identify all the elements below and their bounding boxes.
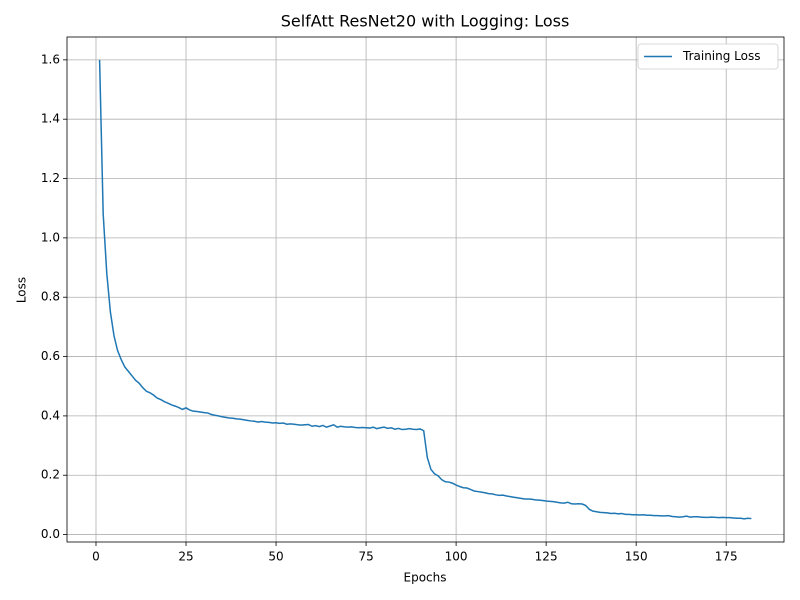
x-tick-label: 50 (268, 550, 283, 564)
y-tick-label: 0.6 (41, 349, 60, 363)
x-tick-label: 150 (625, 550, 648, 564)
legend-label: Training Loss (682, 49, 760, 63)
data-line (98, 59, 752, 520)
chart-title: SelfAtt ResNet20 with Logging: Loss (281, 12, 570, 31)
x-tick-label: 25 (178, 550, 193, 564)
x-tick-label: 75 (358, 550, 373, 564)
y-tick-label: 0.0 (41, 527, 60, 541)
x-tick-label: 125 (535, 550, 558, 564)
y-tick-label: 0.8 (41, 290, 60, 304)
x-tick-label: 175 (715, 550, 738, 564)
y-tick-label: 1.4 (41, 112, 60, 126)
y-axis-label: Loss (15, 277, 29, 303)
y-tick-label: 1.6 (41, 52, 60, 66)
legend-box (637, 43, 779, 70)
y-tick-label: 0.2 (41, 468, 60, 482)
x-axis-label: Epochs (404, 571, 447, 585)
y-tick-label: 1.0 (41, 230, 60, 244)
x-tick-label: 0 (92, 550, 100, 564)
y-tick-label: 0.4 (41, 408, 60, 422)
plot-frame (66, 36, 785, 543)
x-tick-label: 100 (445, 550, 468, 564)
y-tick-label: 1.2 (41, 171, 60, 185)
